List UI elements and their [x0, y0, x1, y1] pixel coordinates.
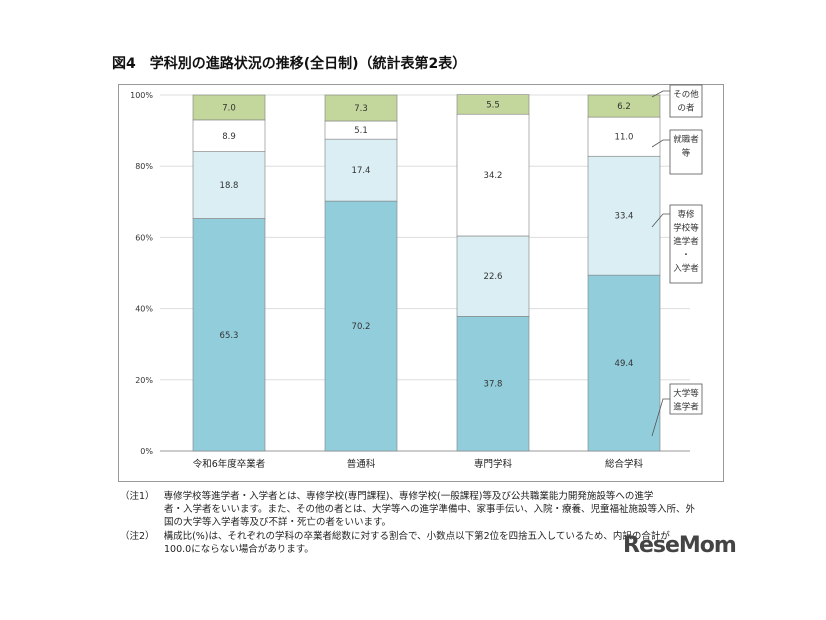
bar-segment: [587, 116, 661, 157]
bar-segment: [324, 94, 398, 122]
x-tick-label: 令和6年度卒業者: [193, 458, 266, 470]
y-tick-label: 40%: [135, 305, 153, 314]
data-label: 17.4: [352, 166, 371, 176]
data-label: 6.2: [617, 102, 631, 112]
legend-callout-box: [669, 383, 703, 415]
bar-segment: [192, 94, 266, 121]
data-label: 22.6: [484, 272, 503, 282]
figure-title: 図4 学科別の進路状況の推移(全日制)（統計表第2表）: [112, 56, 467, 72]
y-tick-label: 80%: [135, 162, 153, 171]
bar-segment: [456, 235, 530, 317]
bar-segment: [192, 218, 266, 452]
note-1-line-3: 国の大学等入学者等及び不詳・死亡の者をいいます。: [164, 517, 392, 528]
data-label: 8.9: [222, 132, 236, 142]
bar-segment: [192, 119, 266, 152]
data-label: 49.4: [615, 359, 634, 369]
data-label: 5.5: [486, 100, 500, 110]
note-1: （注1） 専修学校等進学者・入学者とは、専修学校(専門課程)、専修学校(一般課程…: [120, 490, 695, 529]
bar-segment: [456, 316, 530, 452]
data-label: 34.2: [484, 171, 503, 181]
note-1-line-2: 者・入学者をいいます。また、その他の者とは、大学等への進学準備中、家事手伝い、入…: [164, 504, 696, 515]
x-tick-label: 普通科: [347, 458, 376, 470]
legend-label: 大学等: [673, 388, 699, 399]
y-tick-label: 20%: [135, 376, 153, 385]
legend-label: 専修: [677, 209, 695, 220]
legend-label: 入学者: [673, 263, 699, 274]
bar-segment: [587, 155, 661, 276]
bar-segment: [192, 151, 266, 219]
legend-label: 進学者: [673, 236, 699, 247]
note-1-label: （注1）: [120, 491, 155, 502]
y-tick-label: 100%: [130, 91, 153, 100]
data-label: 11.0: [615, 133, 634, 143]
legend-label: その他: [673, 89, 699, 100]
bar-segment: [456, 113, 530, 237]
x-tick-label: 総合学科: [605, 458, 644, 470]
data-label: 18.8: [220, 181, 239, 191]
bar-segment: [456, 94, 530, 115]
data-label: 70.2: [352, 322, 371, 332]
bar-segment: [324, 200, 398, 452]
legend-callout-box: [669, 129, 703, 175]
note-2: （注2） 構成比(%)は、それぞれの学科の卒業者総数に対する割合で、小数点以下第…: [120, 530, 670, 556]
legend-callout-leader: [651, 213, 670, 228]
data-label: 65.3: [220, 331, 239, 341]
data-label: 33.4: [615, 212, 634, 222]
bar-segment: [587, 94, 661, 118]
bar-segment: [324, 138, 398, 202]
data-label: 5.1: [354, 126, 368, 136]
y-tick-label: 0%: [140, 447, 153, 456]
legend-callout-box: [669, 84, 703, 118]
legend-label: 進学者: [673, 402, 699, 413]
data-label: 7.0: [222, 103, 236, 113]
legend-label: の者: [677, 104, 695, 114]
note-2-line-1: 構成比(%)は、それぞれの学科の卒業者総数に対する割合で、小数点以下第2位を四捨…: [163, 531, 670, 542]
legend-callout-leader: [651, 139, 670, 148]
note-2-label: （注2）: [120, 531, 155, 542]
note-2-line-2: 100.0にならない場合があります。: [164, 544, 314, 555]
note-1-line-1: 専修学校等進学者・入学者とは、専修学校(専門課程)、専修学校(一般課程)等及び公…: [163, 491, 654, 502]
data-label: 7.3: [354, 104, 368, 114]
bar-segment: [587, 274, 661, 452]
resemom-watermark: ReseMom: [623, 533, 737, 558]
legend-label: 学校等: [673, 223, 699, 234]
x-tick-label: 専門学科: [474, 458, 513, 470]
legend-callout-box: [669, 204, 703, 284]
legend-callout-leader: [651, 90, 670, 98]
legend-label: ・: [682, 251, 691, 261]
y-tick-label: 60%: [135, 233, 153, 242]
legend-label: 就職者: [673, 134, 699, 145]
legend-label: 等: [682, 148, 691, 159]
legend-callout-leader: [651, 398, 670, 437]
data-label: 37.8: [484, 380, 503, 390]
